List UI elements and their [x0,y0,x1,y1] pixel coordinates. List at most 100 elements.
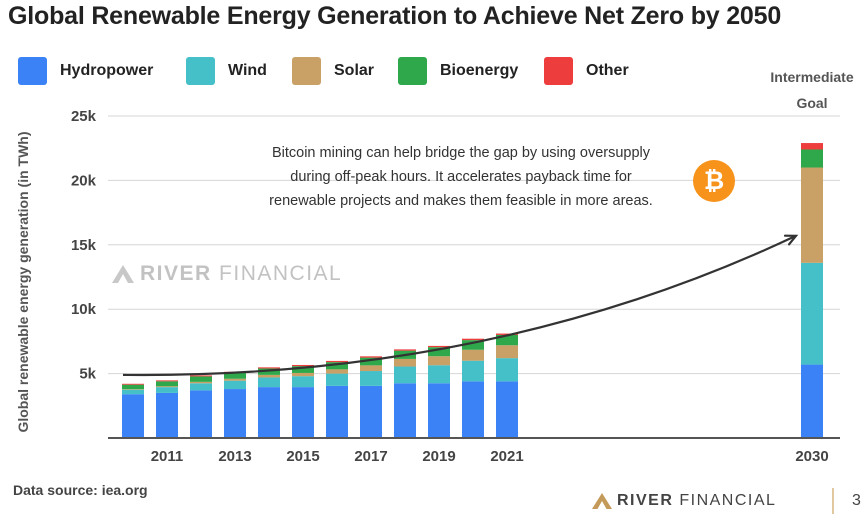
bar-segment-other-2010 [122,383,144,385]
x-tick-label: 2019 [422,448,455,465]
bar-segment-wind-2020 [462,360,484,382]
legend-item-wind: Wind [186,56,267,86]
footer-logo: RIVER FINANCIAL [592,492,776,510]
page-number: 3 [852,492,861,509]
bar-segment-hydropower-2010 [122,394,144,438]
bar-segment-bioenergy-2016 [326,362,348,370]
bar-segment-solar-2016 [326,369,348,374]
legend-label-wind: Wind [228,62,267,79]
legend-swatch-bioenergy [398,57,427,85]
bar-segment-wind-2030 [801,262,823,365]
x-tick-label: 2017 [354,448,387,465]
goal-label-line1: Intermediate [770,69,854,85]
bar-segment-other-2030 [801,143,823,150]
bar-segment-bioenergy-2012 [190,376,212,382]
legend-swatch-wind [186,57,215,85]
bar-segment-hydropower-2030 [801,364,823,438]
bar-segment-hydropower-2021 [496,381,518,438]
legend-item-hydropower: Hydropower [18,56,153,86]
bar-segment-bioenergy-2015 [292,366,314,373]
x-tick-label: 2030 [795,448,828,465]
bar-segment-hydropower-2014 [258,387,280,438]
bar-segment-wind-2017 [360,371,382,386]
legend-item-solar: Solar [292,56,374,86]
bar-segment-other-2019 [428,345,450,348]
bar-segment-hydropower-2019 [428,383,450,438]
bar-segment-hydropower-2011 [156,392,178,438]
bar-segment-other-2014 [258,367,280,369]
legend-label-hydropower: Hydropower [60,62,154,79]
x-tick-label: 2021 [490,448,523,465]
bar-segment-bioenergy-2013 [224,372,246,379]
bar-segment-solar-2011 [156,386,178,388]
bar-segment-solar-2030 [801,167,823,263]
footer-brand-bold: RIVER [617,492,674,509]
watermark-brand-light: FINANCIAL [219,262,343,285]
bar-segment-solar-2010 [122,389,144,390]
bar-segment-other-2017 [360,356,382,358]
x-tick-label: 2011 [151,448,184,465]
bar-segment-wind-2010 [122,389,144,395]
y-tick-label: 5k [79,366,96,383]
bar-segment-bioenergy-2017 [360,357,382,366]
annotation-line3: renewable projects and makes them feasib… [269,193,653,209]
legend-swatch-other [544,57,573,85]
legend-label-bioenergy: Bioenergy [440,62,519,79]
bar-segment-solar-2012 [190,381,212,384]
x-tick-label: 2015 [286,448,319,465]
bar-segment-hydropower-2016 [326,385,348,438]
chart-title: Global Renewable Energy Generation to Ac… [8,2,782,30]
bar-segment-bioenergy-2019 [428,347,450,357]
bar-segment-wind-2011 [156,387,178,393]
bar-segment-wind-2019 [428,365,450,384]
bar-segment-solar-2021 [496,345,518,359]
trend-arrow-line [122,234,797,377]
data-source-note: Data source: iea.org [13,482,148,498]
y-tick-label: 20k [71,172,97,189]
bar-segment-other-2012 [190,375,212,377]
bar-segment-hydropower-2012 [190,390,212,438]
bar-segment-other-2016 [326,360,348,363]
bar-segment-hydropower-2013 [224,389,246,438]
legend-label-solar: Solar [334,62,375,79]
annotation-line2: during off-peak hours. It accelerates pa… [290,169,632,185]
bar-segment-hydropower-2020 [462,381,484,438]
bar-segment-solar-2018 [394,358,416,367]
bar-segment-wind-2016 [326,373,348,386]
y-tick-label: 25k [71,108,97,125]
river-logo-icon [112,265,134,283]
trend-arrow-head [783,234,799,246]
bar-segment-bioenergy-2014 [258,368,280,375]
watermark-brand-bold: RIVER [140,262,212,285]
bar-segment-bioenergy-2020 [462,340,484,350]
bar-segment-solar-2019 [428,356,450,366]
goal-label-line2: Goal [796,95,828,111]
x-tick-label: 2013 [218,448,251,465]
bar-segment-other-2020 [462,338,484,341]
bar-segment-solar-2017 [360,365,382,372]
bar-segment-bioenergy-2030 [801,149,823,168]
bar-segment-hydropower-2017 [360,385,382,438]
bar-segment-wind-2018 [394,366,416,384]
bar-segment-other-2011 [156,380,178,382]
bar-segment-wind-2021 [496,358,518,382]
bar-segment-hydropower-2018 [394,383,416,438]
bar-segment-solar-2013 [224,378,246,381]
watermark-logo: RIVER FINANCIAL [112,262,342,286]
bar-segment-bioenergy-2021 [496,334,518,346]
footer-divider [832,488,834,514]
y-tick-label: 15k [71,237,97,254]
y-tick-label: 10k [71,301,97,318]
legend-label-other: Other [586,62,629,79]
bar-segment-hydropower-2015 [292,387,314,438]
legend-swatch-solar [292,57,321,85]
bar-segment-other-2015 [292,364,314,367]
legend-swatch-hydropower [18,57,47,85]
bar-segment-solar-2015 [292,372,314,377]
bar-segment-wind-2012 [190,383,212,391]
river-logo-icon-footer [592,493,612,509]
bar-segment-bioenergy-2011 [156,381,178,387]
bar-segment-solar-2020 [462,349,484,361]
bar-segment-wind-2014 [258,377,280,388]
